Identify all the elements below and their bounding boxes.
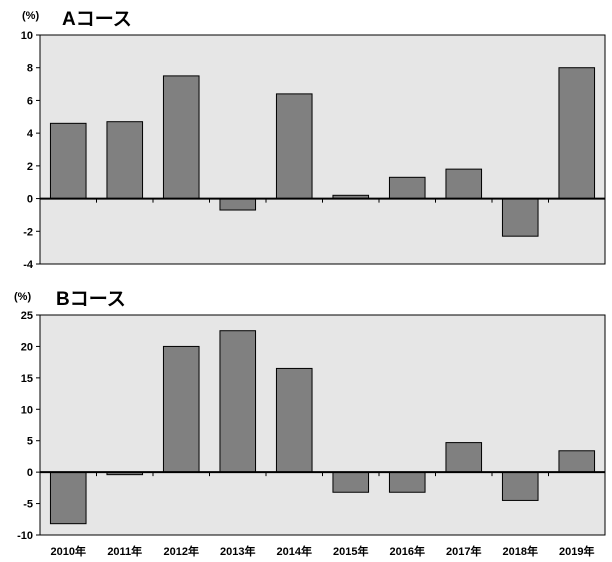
chart-b-y-tick-label: 15 [21,373,33,385]
chart-b-title: Bコース [56,289,126,310]
chart-a-bar [219,198,257,211]
chart-a-y-tick-label: -4 [23,259,34,271]
x-axis-label: 2010年 [51,544,86,558]
x-axis-label: 2011年 [107,544,142,558]
x-axis-label: 2019年 [559,544,594,558]
chart-b-bar [445,442,483,473]
chart-b-bar [558,450,596,473]
chart-b-y-tick-label: 20 [21,341,33,353]
x-axis-label: 2014年 [277,544,312,558]
x-axis-label: 2013年 [220,544,255,558]
chart-a-y-axis: 10 8 6 4 2 0 -2 -4 [21,30,40,271]
chart-a-y-tick-label: 4 [27,128,34,140]
chart-b-y-tick-label: 5 [27,436,33,448]
chart-b-bar [388,471,426,493]
chart-b-y-tick-label: -10 [17,530,33,542]
chart-a-y-tick-label: 6 [27,95,33,107]
chart-b-bar [275,367,313,473]
x-axis-label: 2017年 [446,544,481,558]
chart-b-y-tick-label: -5 [23,499,33,511]
x-axis-label: 2015年 [333,544,368,558]
x-axis-label: 2012年 [164,544,199,558]
chart-a-bar [445,168,483,200]
chart-b-y-tick-label: 25 [21,310,33,322]
chart-a-y-tick-label: 8 [27,63,33,75]
x-axis-labels: 2010年 2011年 2012年 2013年 2014年 2015年 2016年 2017年… [51,544,595,558]
chart-b-bar [49,471,87,525]
chart-a-bar [162,75,200,200]
chart-a-bar [106,121,144,200]
chart-a-bar [388,176,426,200]
x-axis-label: 2018年 [503,544,538,558]
chart-a-bar [49,122,87,200]
chart-a-title: Aコース [62,9,132,30]
chart-a-bar [501,198,539,237]
chart-b-unit-label: (%) [14,291,31,303]
chart-a-bar [275,93,313,200]
chart-b-y-tick-label: 10 [21,404,33,416]
chart-a-y-tick-label: 2 [27,161,33,173]
chart-a-unit-label: (%) [22,10,39,22]
chart-b-bar [332,471,370,493]
chart-a-y-tick-label: -2 [23,226,33,238]
chart-b-bar [501,471,539,501]
chart-b-bar [162,345,200,473]
chart-a-y-tick-label: 10 [21,30,33,42]
x-axis-label: 2016年 [390,544,425,558]
chart-a-bar [558,67,596,200]
chart-b-plot-area [39,314,606,536]
chart-b-y-axis: 25 20 15 10 5 0 -5 -10 [17,310,40,542]
chart-panel-b-course: (%) Bコース 25 20 15 10 5 0 -5 -10 [14,289,606,542]
chart-b-bars [40,330,605,525]
chart-b-bar [219,330,257,473]
chart-a-y-tick-label: 0 [27,194,33,206]
chart-b-y-tick-label: 0 [27,467,33,479]
chart-a-bars [40,67,605,237]
chart-panel-a-course: (%) Aコース 10 8 6 4 2 0 -2 -4 [21,9,606,271]
